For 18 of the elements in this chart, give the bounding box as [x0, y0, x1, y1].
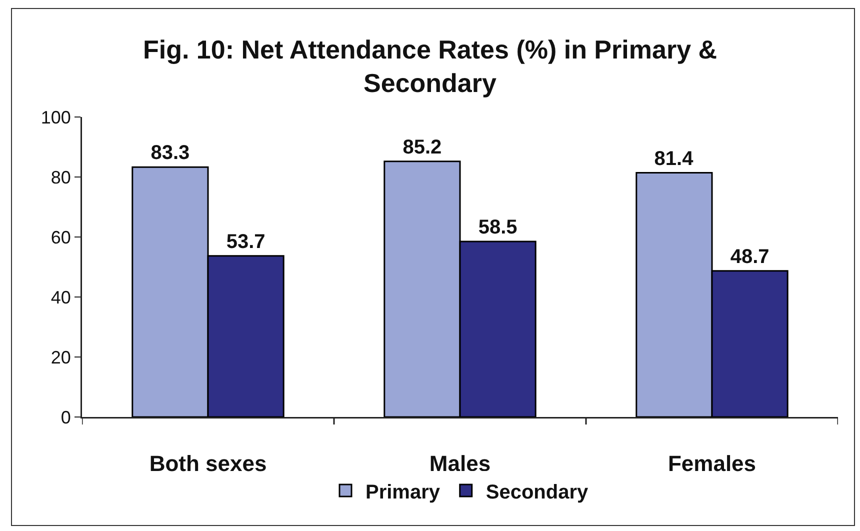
data-label: 58.5	[478, 216, 518, 238]
chart-title: Fig. 10: Net Attendance Rates (%) in Primary & Secondary	[142, 34, 718, 98]
data-label: 85.2	[402, 136, 442, 158]
x-tick-label: Females	[668, 450, 756, 476]
data-label: 83.3	[150, 142, 190, 164]
y-tick-label: 40	[50, 287, 71, 308]
y-tick-label: 100	[40, 107, 71, 128]
data-label: 53.7	[226, 230, 266, 253]
data-label: 48.7	[730, 246, 770, 268]
y-tick-label: 60	[50, 227, 71, 248]
legend-label: Secondary	[486, 481, 590, 504]
y-tick-label: 0	[60, 407, 71, 428]
x-tick-label: Males	[429, 450, 491, 476]
x-tick-label: Both sexes	[149, 450, 267, 476]
y-tick-label: 80	[50, 167, 71, 188]
data-label: 81.4	[654, 148, 694, 170]
y-tick-label: 20	[50, 347, 71, 368]
legend-label: Primary	[366, 481, 441, 504]
